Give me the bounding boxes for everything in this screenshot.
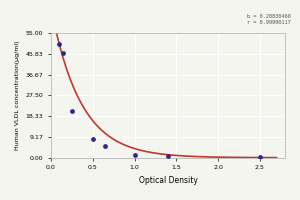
Text: b = 0.28830460
r = 0.99990117: b = 0.28830460 r = 0.99990117 <box>247 14 291 25</box>
Y-axis label: Human VLDL concentration(μg/ml): Human VLDL concentration(μg/ml) <box>15 41 20 150</box>
Point <box>257 156 262 159</box>
Point <box>103 144 108 147</box>
Point <box>61 52 66 55</box>
X-axis label: Optical Density: Optical Density <box>139 176 197 185</box>
Point <box>132 153 137 157</box>
Point <box>90 137 95 140</box>
Point <box>57 43 62 46</box>
Point <box>166 155 170 158</box>
Point <box>69 110 74 113</box>
